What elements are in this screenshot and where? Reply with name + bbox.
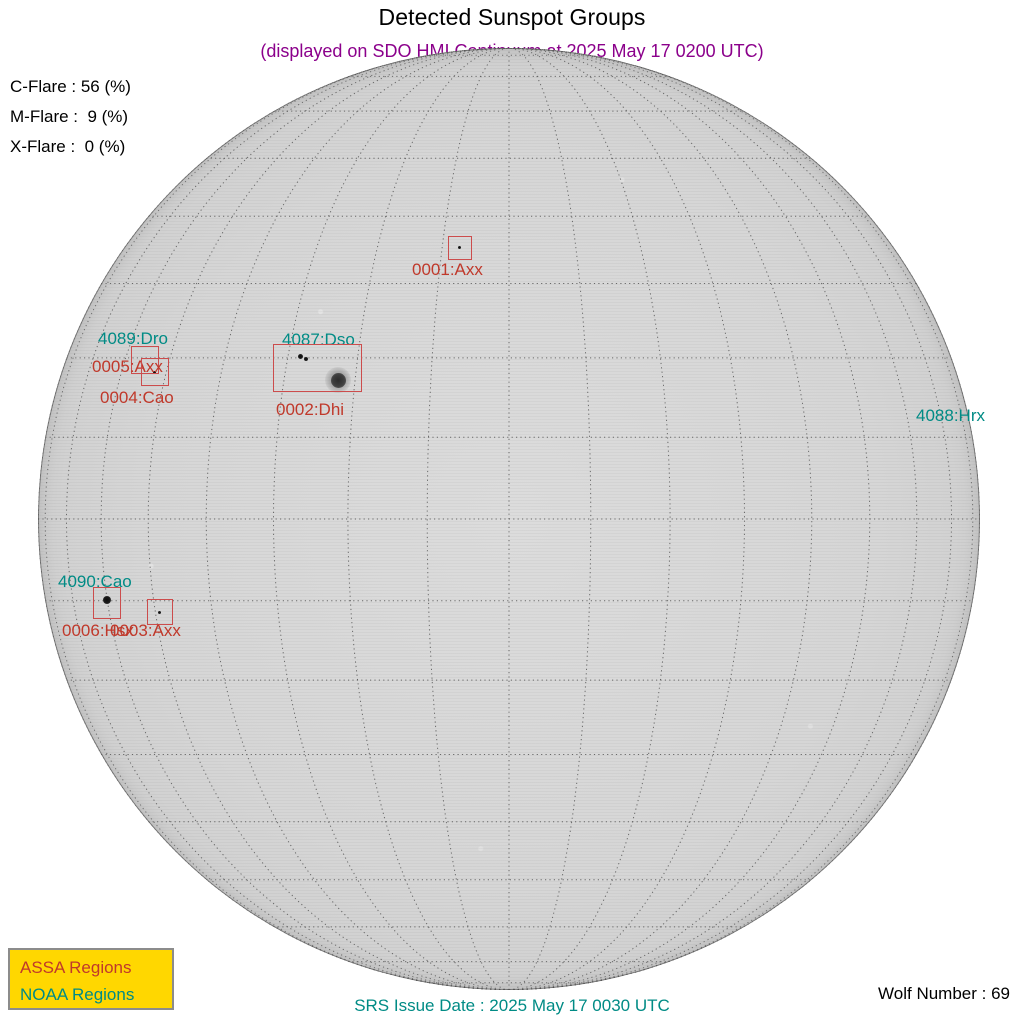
region-box-0002-Dhi[interactable] [273,344,362,392]
sunspot-penumbra-0002 [325,367,351,393]
c-flare-probability: C-Flare : 56 (%) [10,77,131,96]
region-label-0004-Cao: 0004:Cao [100,388,174,407]
sunspot-spot-0006 [103,596,111,604]
region-label-4090-Cao: 4090:Cao [58,572,132,591]
sunspot-spot-0003 [157,610,161,614]
region-label-0006-Hsx: 0006:Hsx [62,621,134,640]
solar-disk-image [38,48,980,990]
sunspot-spot-0001 [457,245,461,249]
solar-limb [38,48,980,990]
flare-probability-panel: C-Flare : 56 (%) M-Flare : 9 (%) X-Flare… [10,72,131,162]
region-label-4089-Dro: 4089:Dro [98,329,168,348]
x-flare-probability: X-Flare : 0 (%) [10,137,126,156]
region-label-0005-Axx: 0005:Axx [92,357,163,376]
sunspot-spot-0002-small1 [297,353,303,359]
region-label-0002-Dhi: 0002:Dhi [276,400,345,419]
sunspot-spot-0004 [152,370,156,374]
region-box-0003-Axx[interactable] [147,599,173,625]
wolf-number: Wolf Number : 69 [878,984,1010,1003]
legend-assa-label: ASSA Regions [20,958,132,977]
region-box-0005-Axx[interactable] [131,346,159,374]
region-label-4088-Hrx: 4088:Hrx [916,406,985,425]
page-title: Detected Sunspot Groups [378,4,646,30]
region-box-0001-Axx[interactable] [448,236,472,260]
region-box-0004-Cao[interactable] [141,358,169,386]
legend-box: ASSA Regions NOAA Regions [8,948,174,1010]
heliographic-grid [38,48,980,990]
m-flare-probability: M-Flare : 9 (%) [10,107,129,126]
region-box-0006-Hsx[interactable] [93,587,121,619]
srs-issue-date: SRS Issue Date : 2025 May 17 0030 UTC [354,996,670,1015]
legend-noaa-label: NOAA Regions [20,985,135,1004]
region-label-0001-Axx: 0001:Axx [412,260,483,279]
sunspot-spot-0002-small2 [304,357,308,361]
region-label-0003-Axx: 0003:Axx [110,621,181,640]
